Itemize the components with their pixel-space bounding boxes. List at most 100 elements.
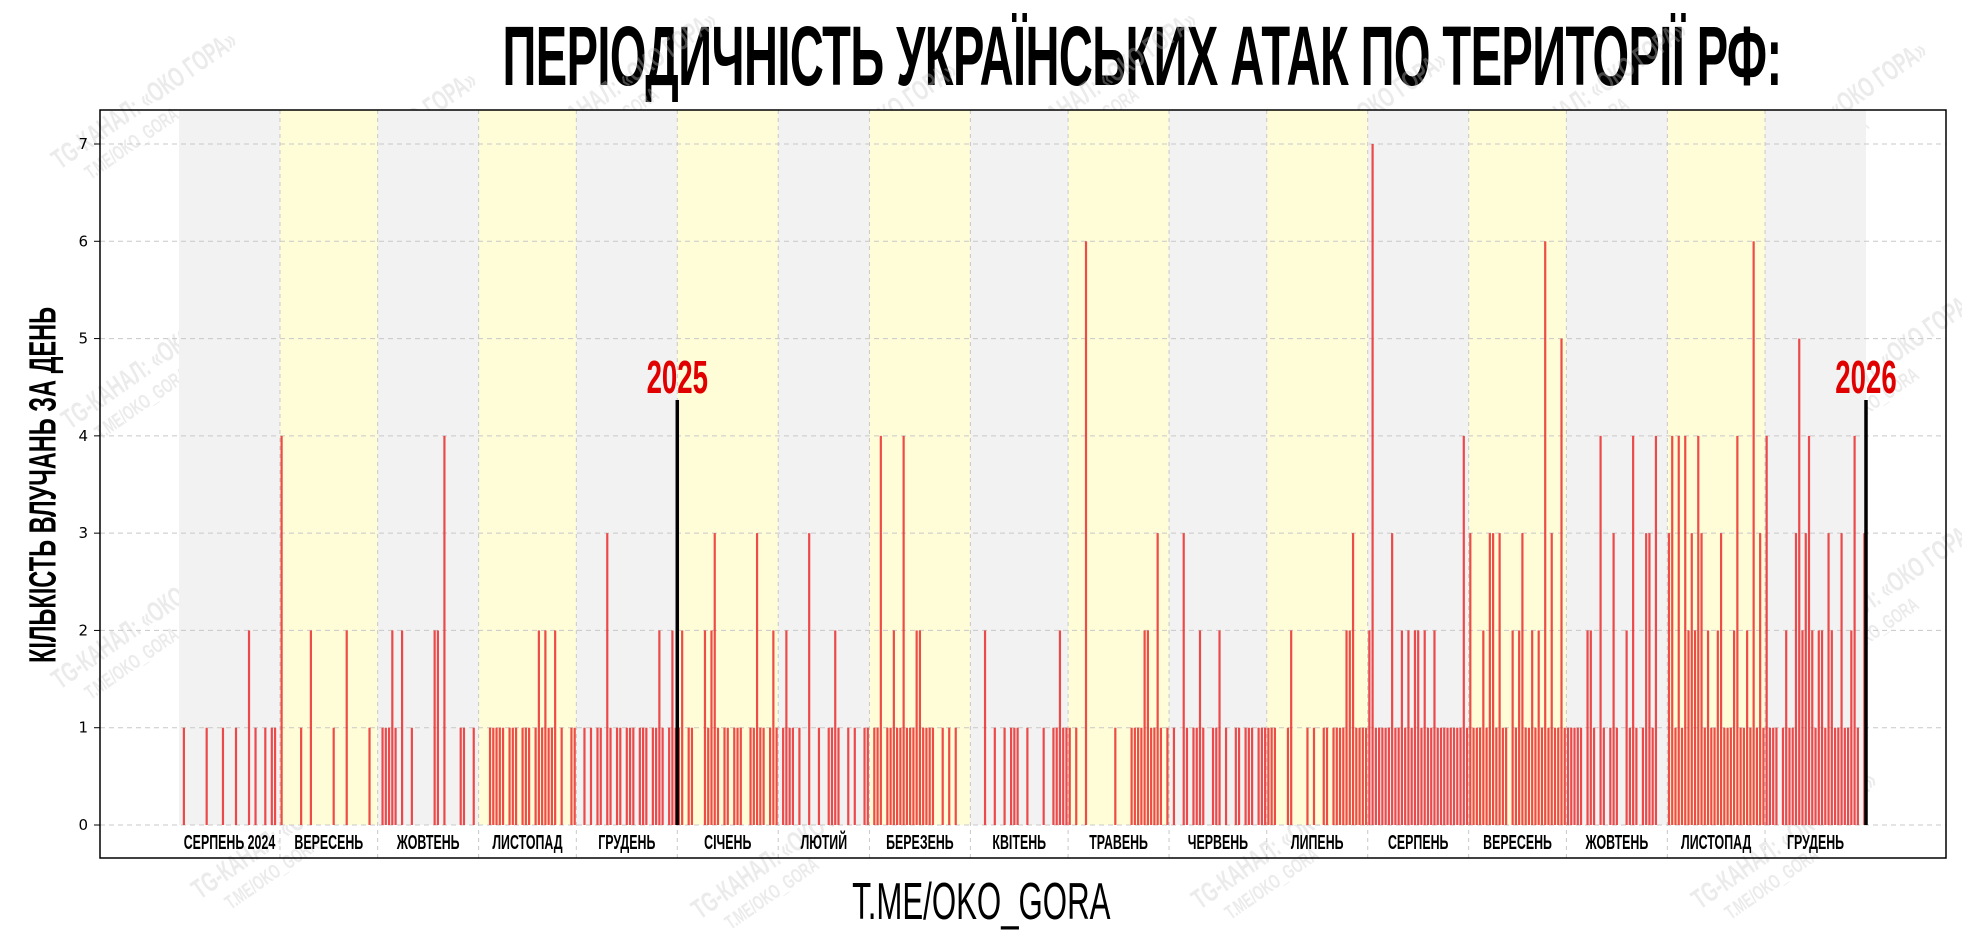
- bar: [879, 435, 882, 825]
- bar: [1260, 727, 1263, 825]
- y-tick-label: 5: [78, 330, 88, 348]
- bar: [889, 727, 892, 825]
- bar: [707, 727, 710, 825]
- bar: [1400, 630, 1404, 825]
- chart-title: ПЕРІОДИЧНІСТЬ УКРАЇНСЬКИХ АТАК ПО ТЕРИТО…: [502, 9, 1783, 103]
- bar: [1267, 727, 1270, 825]
- month-label: ЛЮТИЙ: [801, 831, 848, 854]
- bar: [1185, 727, 1189, 825]
- bar: [1387, 727, 1390, 825]
- bar: [941, 727, 944, 825]
- bar: [739, 727, 742, 825]
- month-band: [377, 110, 479, 825]
- month-label: ЛИСТОПАД: [1681, 831, 1751, 854]
- bar: [1566, 727, 1570, 825]
- bar: [948, 727, 951, 825]
- bar: [1540, 727, 1544, 825]
- bar: [1667, 533, 1671, 825]
- bar: [1726, 727, 1729, 825]
- bar: [1374, 727, 1377, 825]
- bar: [1576, 727, 1579, 825]
- bar: [1739, 727, 1742, 825]
- bar: [550, 727, 553, 825]
- bar: [1436, 727, 1439, 825]
- bar: [1211, 727, 1215, 825]
- bar: [1368, 630, 1371, 825]
- bar: [1700, 533, 1703, 825]
- bar: [1755, 727, 1758, 825]
- bar: [1237, 727, 1241, 825]
- bar: [1811, 630, 1814, 825]
- bar: [280, 435, 283, 825]
- bar: [1550, 533, 1553, 825]
- bar: [345, 630, 348, 825]
- bar: [1723, 727, 1726, 825]
- month-label: БЕРЕЗЕНЬ: [886, 831, 954, 854]
- bar: [273, 727, 277, 825]
- bar: [1462, 435, 1465, 825]
- bar: [1342, 727, 1345, 825]
- bar: [534, 727, 537, 825]
- bar: [1794, 533, 1798, 825]
- bar: [925, 727, 928, 825]
- bar: [1192, 727, 1195, 825]
- bar: [1781, 727, 1785, 825]
- bar: [873, 727, 876, 825]
- bar: [1355, 727, 1358, 825]
- bar: [1531, 630, 1534, 825]
- bar: [1625, 630, 1628, 825]
- bar: [1345, 630, 1348, 825]
- month-label: ТРАВЕНЬ: [1089, 831, 1148, 854]
- month-label: СЕРПЕНЬ: [1388, 831, 1449, 854]
- bar: [1130, 727, 1133, 825]
- bar: [205, 727, 208, 825]
- bar: [1589, 630, 1592, 825]
- bar: [1335, 727, 1338, 825]
- bar: [1140, 727, 1143, 825]
- bar: [710, 630, 713, 825]
- bar: [254, 727, 257, 825]
- month-label: ЧЕРВЕНЬ: [1188, 831, 1248, 854]
- bar: [1257, 727, 1260, 825]
- bar: [1680, 727, 1684, 825]
- bar: [1635, 727, 1638, 825]
- bar: [788, 727, 791, 825]
- bar: [1527, 727, 1531, 825]
- bar: [1592, 727, 1596, 825]
- bar: [400, 630, 404, 825]
- bar: [1547, 727, 1550, 825]
- bar: [1557, 727, 1560, 825]
- bar: [1378, 727, 1381, 825]
- bar: [1182, 533, 1185, 825]
- bar: [863, 727, 866, 825]
- month-label: СІЧЕНЬ: [704, 831, 751, 854]
- bar: [668, 727, 671, 825]
- bar: [1472, 727, 1475, 825]
- bar: [1798, 338, 1801, 825]
- bar: [1563, 727, 1566, 825]
- bar: [769, 727, 772, 825]
- bar: [1693, 630, 1697, 825]
- bar: [762, 727, 765, 825]
- bar: [573, 727, 576, 825]
- bar: [886, 727, 889, 825]
- bar: [264, 727, 267, 825]
- bar: [1042, 727, 1045, 825]
- bar: [1013, 727, 1016, 825]
- month-band: [279, 110, 378, 825]
- bar: [1687, 630, 1690, 825]
- month-label: ЛИПЕНЬ: [1291, 831, 1344, 854]
- bar: [922, 727, 925, 825]
- bar: [1273, 727, 1276, 825]
- bar: [1684, 435, 1687, 825]
- bar: [1003, 727, 1006, 825]
- bar: [736, 727, 739, 825]
- bar: [488, 727, 492, 825]
- bar: [554, 630, 557, 825]
- bar: [1697, 435, 1700, 825]
- bar: [1482, 630, 1485, 825]
- month-band: [1667, 110, 1766, 825]
- bar: [716, 727, 720, 825]
- month-band: [1566, 110, 1668, 825]
- bar: [1195, 727, 1198, 825]
